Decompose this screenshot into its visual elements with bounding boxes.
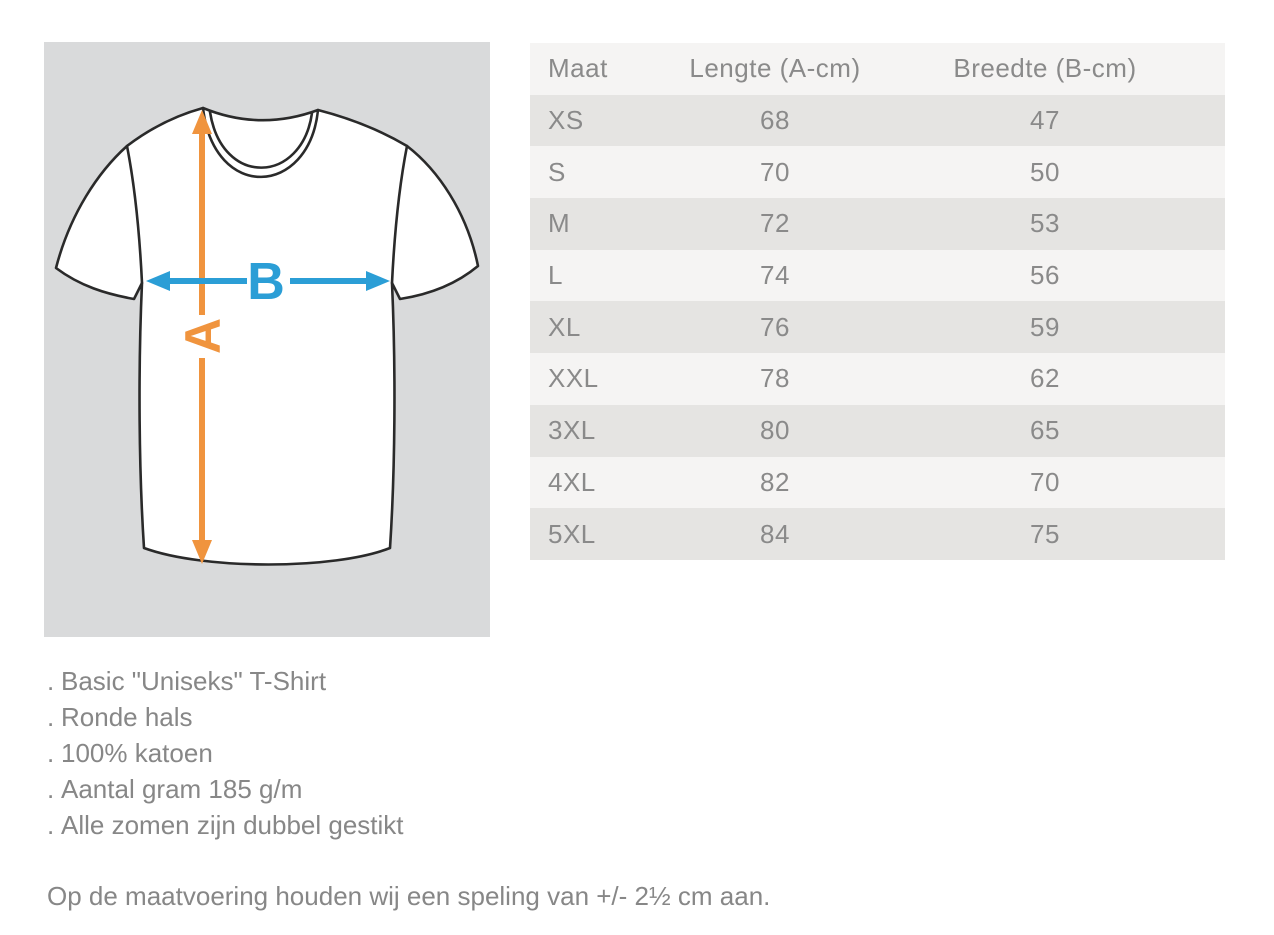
cell-size: S <box>548 156 566 187</box>
detail-item: . Alle zomen zijn dubbel gestikt <box>47 807 404 843</box>
size-table-header: Maat Lengte (A-cm) Breedte (B-cm) <box>530 43 1225 95</box>
detail-item: . Aantal gram 185 g/m <box>47 771 404 807</box>
header-cell-breedte: Breedte (B-cm) <box>953 53 1137 84</box>
tshirt-diagram: A B <box>54 106 480 566</box>
table-row: 3XL 80 65 <box>530 404 1225 457</box>
cell-size: 5XL <box>548 518 596 549</box>
cell-size: M <box>548 208 571 239</box>
detail-text: Basic "Uniseks" T-Shirt <box>61 666 327 696</box>
cell-length: 76 <box>760 311 790 342</box>
cell-width: 75 <box>1030 518 1060 549</box>
table-row: XXL 78 62 <box>530 353 1225 405</box>
bullet-dot: . <box>47 738 55 768</box>
width-arrow: B <box>146 253 390 311</box>
table-row: XL 76 59 <box>530 301 1225 354</box>
cell-size: XL <box>548 311 581 342</box>
cell-length: 72 <box>760 208 790 239</box>
size-table: Maat Lengte (A-cm) Breedte (B-cm) XS 68 … <box>530 43 1225 560</box>
table-row: 5XL 84 75 <box>530 508 1225 560</box>
cell-length: 82 <box>760 466 790 497</box>
detail-item: . 100% katoen <box>47 735 404 771</box>
length-label: A <box>175 318 231 354</box>
cell-width: 70 <box>1030 466 1060 497</box>
cell-width: 53 <box>1030 208 1060 239</box>
cell-length: 74 <box>760 260 790 291</box>
cell-length: 80 <box>760 415 790 446</box>
size-table-body: XS 68 47 S 70 50 M 72 53 L <box>530 94 1225 560</box>
tshirt-diagram-panel: A B <box>44 42 490 637</box>
cell-size: 3XL <box>548 415 596 446</box>
table-row: 4XL 82 70 <box>530 456 1225 509</box>
width-label: B <box>247 253 285 311</box>
cell-size: 4XL <box>548 466 596 497</box>
tshirt-shape <box>54 106 480 566</box>
cell-width: 65 <box>1030 415 1060 446</box>
header-cell-maat: Maat <box>548 53 608 84</box>
tolerance-note: Op de maatvoering houden wij een speling… <box>47 881 771 911</box>
cell-width: 47 <box>1030 105 1060 136</box>
detail-item: . Basic "Uniseks" T-Shirt <box>47 663 404 699</box>
cell-length: 84 <box>760 518 790 549</box>
detail-text: Ronde hals <box>61 702 193 732</box>
cell-size: L <box>548 260 563 291</box>
detail-item: . Ronde hals <box>47 699 404 735</box>
cell-length: 78 <box>760 363 790 394</box>
cell-width: 59 <box>1030 311 1060 342</box>
bullet-dot: . <box>47 702 55 732</box>
cell-width: 50 <box>1030 156 1060 187</box>
table-row: M 72 53 <box>530 198 1225 250</box>
cell-length: 70 <box>760 156 790 187</box>
cell-length: 68 <box>760 105 790 136</box>
detail-text: Alle zomen zijn dubbel gestikt <box>61 810 404 840</box>
detail-text: Aantal gram 185 g/m <box>61 774 303 804</box>
bullet-dot: . <box>47 774 55 804</box>
header-cell-lengte: Lengte (A-cm) <box>689 53 861 84</box>
table-row: L 74 56 <box>530 249 1225 302</box>
cell-width: 56 <box>1030 260 1060 291</box>
length-arrow: A <box>175 110 231 564</box>
table-row: S 70 50 <box>530 146 1225 199</box>
cell-size: XS <box>548 105 584 136</box>
cell-size: XXL <box>548 363 599 394</box>
table-row: XS 68 47 <box>530 94 1225 147</box>
product-details: . Basic "Uniseks" T-Shirt . Ronde hals . 10… <box>47 663 404 843</box>
cell-width: 62 <box>1030 363 1060 394</box>
bullet-dot: . <box>47 666 55 696</box>
bullet-dot: . <box>47 810 55 840</box>
detail-text: 100% katoen <box>61 738 213 768</box>
